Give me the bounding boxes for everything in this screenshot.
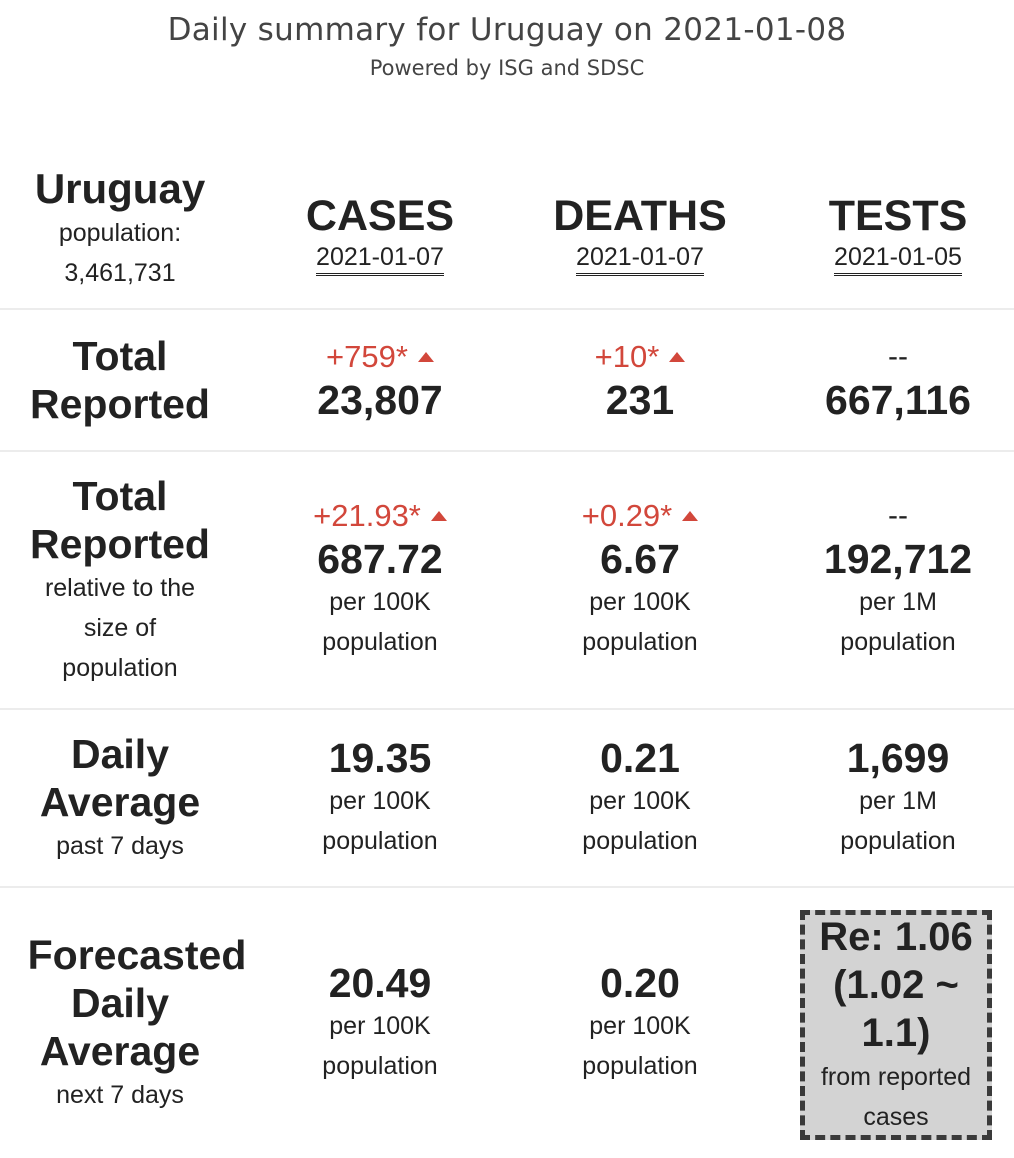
tests-daily-average-value: 1,699 [846,735,950,781]
cases-delta: +759* [326,337,434,377]
re-note-line1: from reported [820,1063,972,1091]
cases-column-title: CASES [305,191,455,240]
re-interval-line1: (1.02 ~ [833,963,959,1007]
deaths-date-link[interactable]: 2021-01-07 [576,241,704,276]
tests-daily-average-cell: 1,699 per 1M population [840,735,956,855]
deaths-forecast-cell: 0.20 per 100K population [582,960,698,1080]
tests-relative-value: 192,712 [823,536,973,582]
deaths-total-cell: +10* 231 [510,310,770,450]
deaths-forecast-value: 0.20 [600,960,680,1006]
re-value: Re: 1.06 [819,915,973,959]
cases-relative-cell: +21.93* 687.72 per 100K population [250,452,510,708]
cases-daily-average-cell: 19.35 per 100K population [322,735,438,855]
tests-header: TESTS 2021-01-05 [770,150,1014,308]
deaths-header: DEATHS 2021-01-07 [510,150,770,308]
row-divider [0,886,1014,888]
cases-date-link[interactable]: 2021-01-07 [316,241,444,276]
column-header-row: Uruguay population: 3,461,731 CASES 2021… [0,150,1014,308]
population-value: 3,461,731 [64,259,176,287]
deaths-relative-delta: +0.29* [582,496,699,536]
tests-column-title: TESTS [828,191,968,240]
total-reported-row: Total Reported +759* 23,807 +10* 231 -- … [0,310,1014,450]
relative-row: Total Reported relative to the size of p… [0,452,1014,708]
daily-average-row: Daily Average past 7 days 19.35 per 100K… [0,710,1014,886]
tests-relative-cell: -- 192,712 per 1M population [770,452,1014,708]
cases-header: CASES 2021-01-07 [250,150,510,308]
daily-average-label: Daily Average past 7 days [39,731,201,860]
deaths-delta: +10* [595,337,686,377]
page-title: Daily summary for Uruguay on 2021-01-08 [167,12,847,48]
page-subtitle: Powered by ISG and SDSC [369,56,645,80]
deaths-relative-value: 6.67 [600,536,680,582]
row-divider [0,308,1014,310]
deaths-column-title: DEATHS [553,191,727,240]
country-cell: Uruguay population: 3,461,731 [0,150,240,308]
re-interval-line2: 1.1) [861,1011,931,1055]
row-divider [0,450,1014,452]
triangle-up-icon [417,352,434,362]
triangle-up-icon [669,352,686,362]
total-reported-label: Total Reported [30,333,210,427]
row-divider [0,708,1014,710]
tests-total-value: 667,116 [825,377,971,423]
triangle-up-icon [430,511,447,521]
deaths-daily-average-value: 0.21 [600,735,680,781]
deaths-relative-cell: +0.29* 6.67 per 100K population [581,496,699,656]
tests-date-link[interactable]: 2021-01-05 [834,241,962,276]
cases-daily-average-value: 19.35 [328,735,432,781]
tests-total-cell: -- 667,116 [770,310,1014,450]
relative-label: Total Reported relative to the size of p… [30,473,210,682]
triangle-up-icon [682,511,699,521]
deaths-total-value: 231 [605,377,675,423]
cases-total-value: 23,807 [317,377,443,423]
cases-forecast-value: 20.49 [328,960,432,1006]
tests-delta: -- [888,340,908,373]
forecast-label: Forecasted Daily Average next 7 days [27,932,247,1109]
cases-relative-value: 687.72 [317,536,443,582]
re-note-line2: cases [863,1103,929,1131]
cases-total-cell: +759* 23,807 [250,310,510,450]
forecast-row: Forecasted Daily Average next 7 days 20.… [0,888,1014,1158]
cases-relative-delta: +21.93* [313,496,447,536]
deaths-daily-average-cell: 0.21 per 100K population [582,735,698,855]
tests-relative-delta: -- [888,499,908,532]
re-estimate-box: Re: 1.06 (1.02 ~ 1.1) from reported case… [800,910,992,1140]
population-label: population: [58,219,182,247]
country-name: Uruguay [34,165,206,212]
cases-forecast-cell: 20.49 per 100K population [322,960,438,1080]
